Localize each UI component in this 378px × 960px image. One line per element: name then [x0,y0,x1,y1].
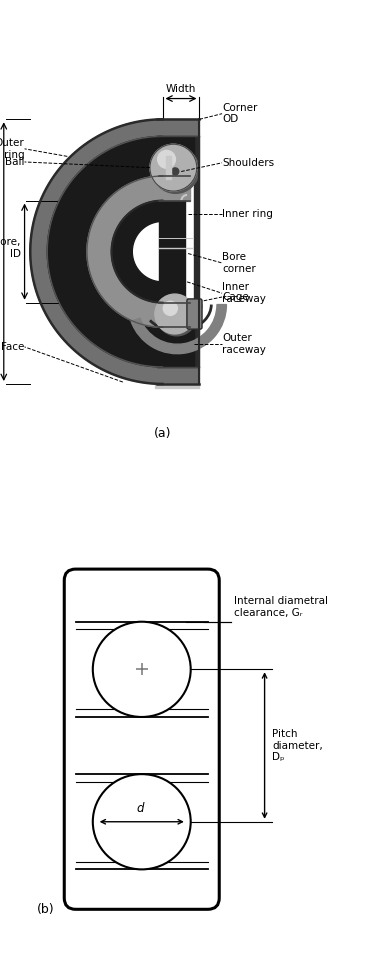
Circle shape [172,168,179,175]
FancyBboxPatch shape [64,569,219,909]
Polygon shape [47,136,163,367]
Text: Outer
ring: Outer ring [0,138,25,159]
Text: Bore
corner: Bore corner [222,252,256,274]
Polygon shape [157,119,200,136]
Circle shape [163,301,177,316]
Polygon shape [157,327,194,367]
Polygon shape [157,367,200,384]
Text: Internal diametral
clearance, Gᵣ: Internal diametral clearance, Gᵣ [234,596,328,618]
Polygon shape [112,201,163,302]
FancyBboxPatch shape [187,299,202,329]
Text: Pitch
diameter,
Dₚ: Pitch diameter, Dₚ [272,729,323,762]
Circle shape [150,144,197,191]
Text: Ball: Ball [5,157,25,167]
Text: Inner ring: Inner ring [222,209,273,219]
Polygon shape [159,201,185,302]
Text: Shoulders: Shoulders [222,157,274,168]
Circle shape [155,294,195,334]
Ellipse shape [93,774,191,870]
Circle shape [157,296,197,336]
Polygon shape [166,156,171,180]
Polygon shape [157,136,194,176]
Text: (b): (b) [37,902,54,916]
Polygon shape [155,384,200,388]
Text: Width: Width [166,84,196,94]
Text: Corner
OD: Corner OD [222,103,257,125]
Text: Inner
raceway: Inner raceway [222,282,266,304]
Polygon shape [159,176,189,201]
Text: Face: Face [1,342,25,352]
Polygon shape [159,302,189,327]
Polygon shape [87,176,163,327]
Text: (a): (a) [154,426,171,440]
Polygon shape [194,136,200,367]
Polygon shape [30,119,163,384]
Text: d: d [136,802,144,815]
Text: Cage: Cage [222,292,249,302]
Text: Outer
raceway: Outer raceway [222,333,266,355]
Circle shape [158,151,175,168]
Ellipse shape [93,622,191,717]
Text: Bore,
ID: Bore, ID [0,237,21,258]
Circle shape [152,147,199,193]
Wedge shape [131,304,226,353]
